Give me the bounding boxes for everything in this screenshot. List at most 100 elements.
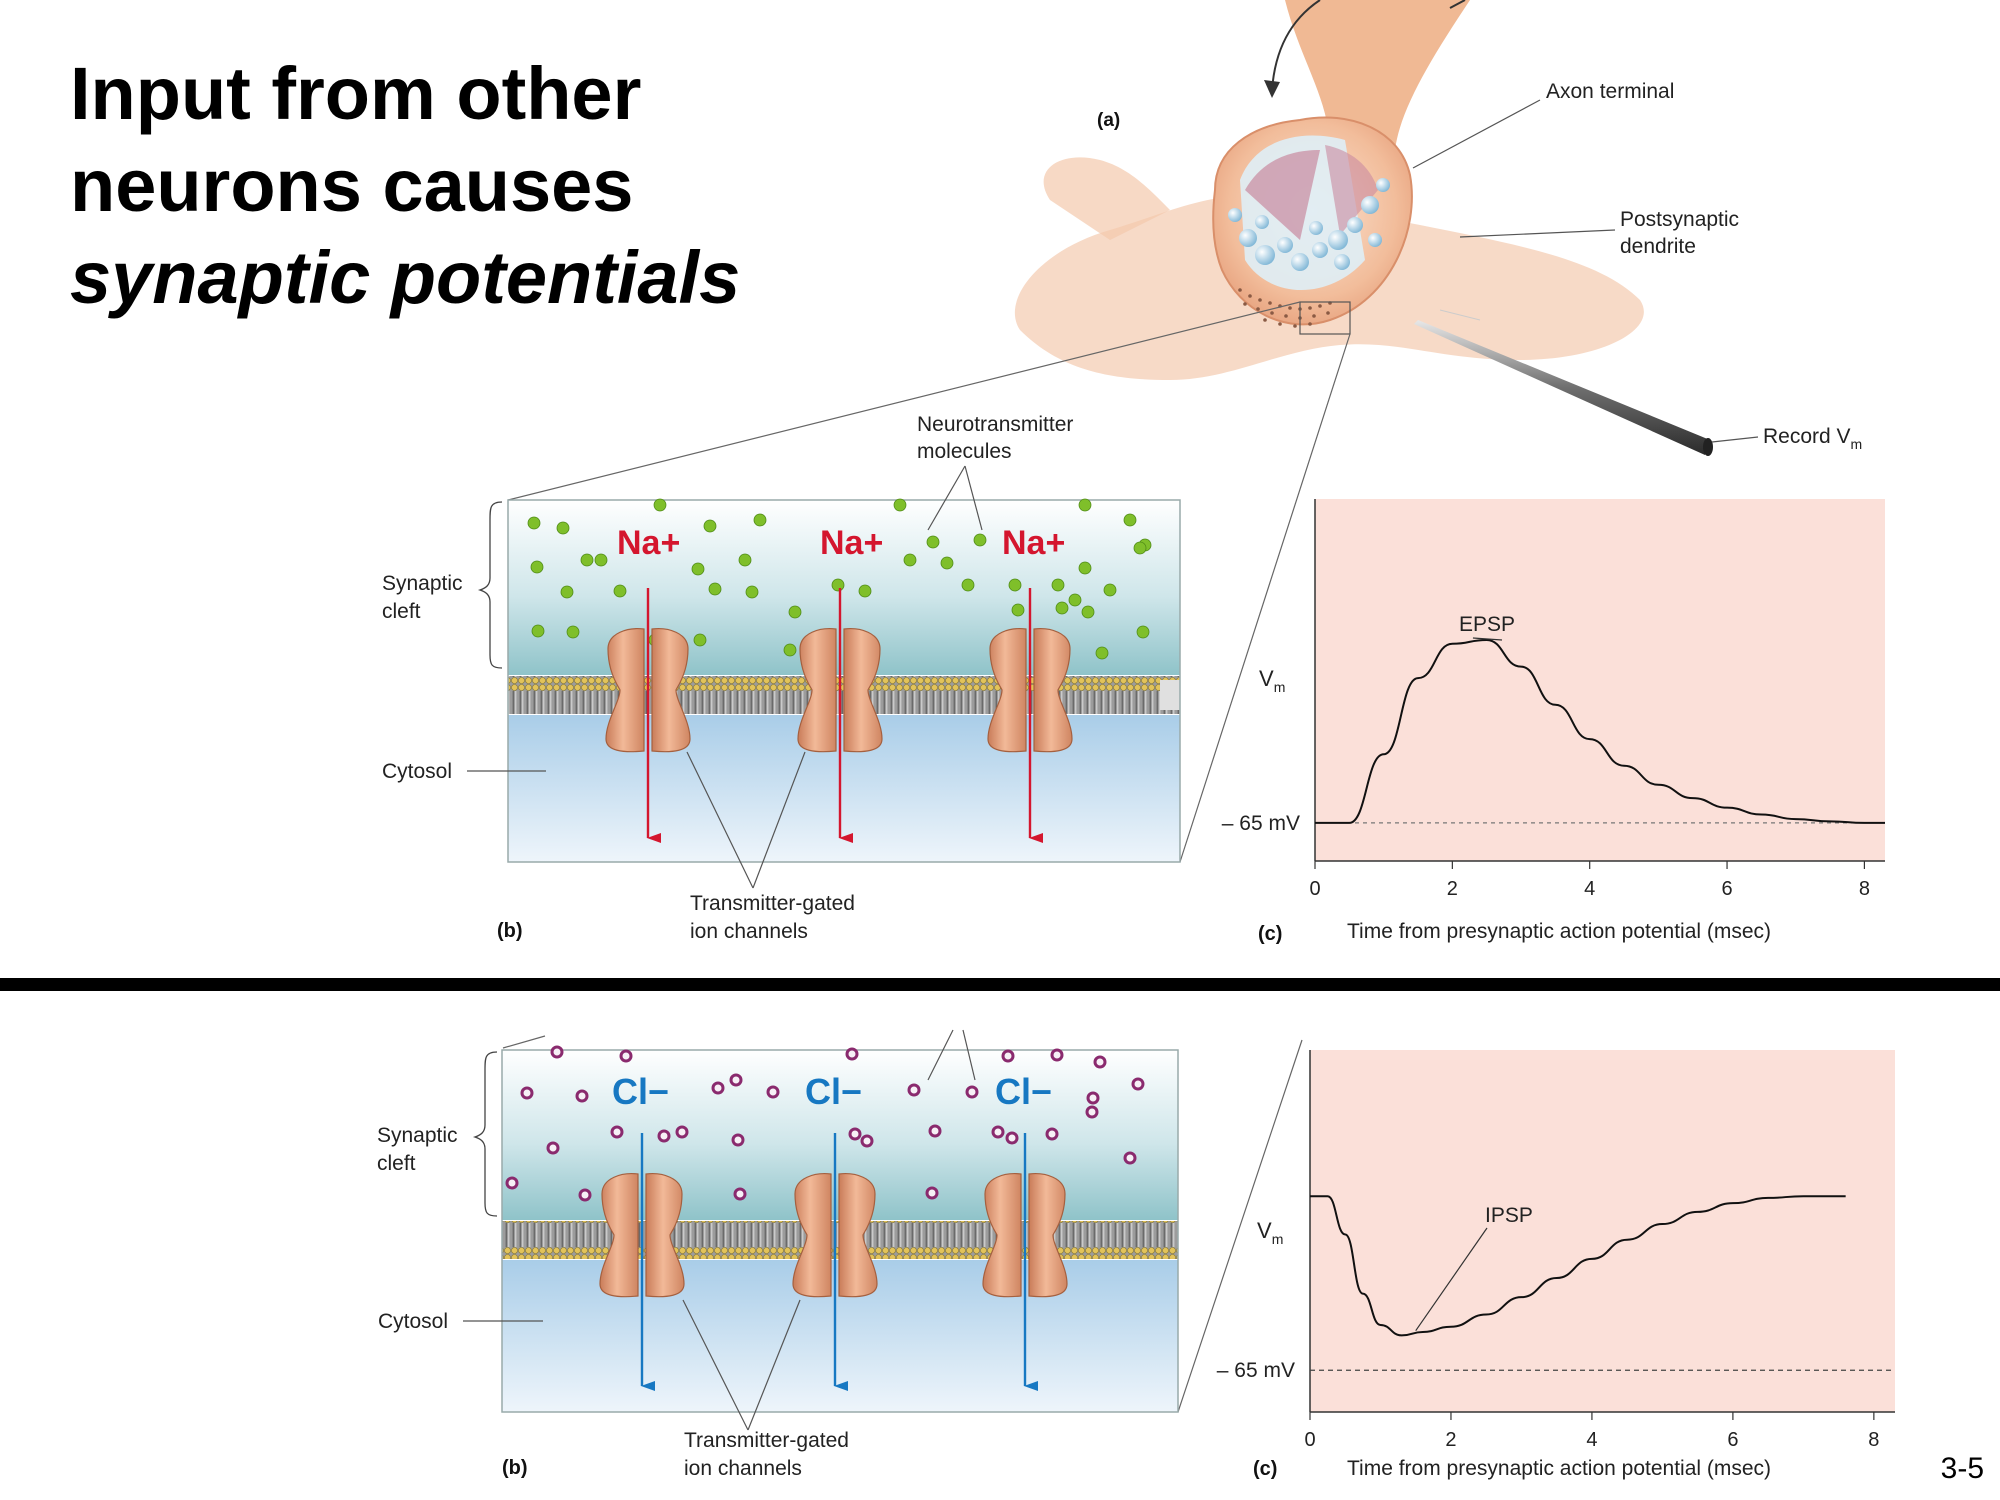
zoom-line-left — [507, 301, 1301, 501]
membrane-panel-top — [507, 498, 1181, 863]
bottom-channel-subunit-left — [792, 1173, 832, 1298]
ipsp-y-label-subscript: m — [1272, 1231, 1284, 1247]
axon-terminal-label: Axon terminal — [1546, 80, 1674, 103]
sodium-ion-label-3: Na+ — [1002, 524, 1065, 562]
top-neurotransmitter-molecule-11 — [560, 585, 574, 599]
top-channel-subunit-right — [843, 628, 883, 753]
top-neurotransmitter-molecule-37 — [1081, 605, 1095, 619]
bottom-neurotransmitter-molecule-4 — [1001, 1049, 1015, 1063]
bottom-neurotransmitter-molecule-5 — [1050, 1048, 1064, 1062]
bottom-neurotransmitter-molecule-31 — [925, 1186, 939, 1200]
epsp-tick-label-0: 0 — [1309, 878, 1320, 900]
bottom-neurotransmitter-molecule-13 — [907, 1083, 921, 1097]
top-neurotransmitter-molecule-6 — [893, 498, 907, 512]
ipsp-annotation-leader — [1415, 1227, 1488, 1332]
bottom-neurotransmitter-molecule-9 — [575, 1089, 589, 1103]
cytosol-label-bottom: Cytosol — [378, 1310, 448, 1333]
bottom-neurotransmitter-molecule-17 — [610, 1125, 624, 1139]
title-line-3: synaptic potentials — [70, 236, 741, 319]
top-neurotransmitter-molecule-17 — [745, 585, 759, 599]
ipsp-chart: 0 2 4 6 8 Vm – 65 mV Time from presynaptic a… — [1217, 1050, 1895, 1480]
top-neurotransmitter-molecule-22 — [903, 553, 917, 567]
bottom-channel-1 — [599, 1173, 685, 1298]
curved-arrow-head — [1264, 80, 1280, 98]
top-neurotransmitter-molecule-10 — [530, 560, 544, 574]
postsynaptic-label-line2: dendrite — [1620, 235, 1696, 258]
neurotransmitter-label-line2: molecules — [917, 440, 1012, 463]
epsp-baseline-label: – 65 mV — [1222, 812, 1300, 835]
ipsp-tick-label-4: 4 — [1586, 1429, 1597, 1451]
top-neurotransmitter-molecule-5 — [753, 513, 767, 527]
bottom-channel-subunit-left — [982, 1173, 1022, 1298]
top-neurotransmitter-molecule-3 — [653, 498, 667, 512]
zoom-line-right-bottom — [1177, 1039, 1303, 1413]
chloride-ion-label-2: Cl− — [805, 1071, 862, 1112]
epsp-tick-label-2: 2 — [1447, 878, 1458, 900]
bottom-neurotransmitter-molecule-20 — [731, 1133, 745, 1147]
bottom-neurotransmitter-molecule-27 — [546, 1141, 560, 1155]
bottom-channel-3 — [982, 1173, 1068, 1298]
top-neurotransmitter-molecule-28 — [1051, 578, 1065, 592]
neurotransmitter-dots-bottom — [505, 1045, 1145, 1202]
top-neurotransmitter-molecule-16 — [708, 582, 722, 596]
ipsp-tick-label-8: 8 — [1868, 1429, 1879, 1451]
top-neurotransmitter-molecule-12 — [580, 553, 594, 567]
bottom-neurotransmitter-molecule-12 — [766, 1085, 780, 1099]
epsp-tick-label-4: 4 — [1584, 878, 1595, 900]
slide-title: Input from other neurons causes synaptic… — [70, 48, 830, 324]
panel-b-label-bottom: (b) — [502, 1457, 528, 1479]
bottom-neurotransmitter-molecule-6 — [1093, 1055, 1107, 1069]
bottom-channel-subunit-right — [645, 1173, 685, 1298]
top-neurotransmitter-molecule-31 — [1133, 541, 1147, 555]
chloride-ion-label-1: Cl− — [612, 1071, 669, 1112]
bottom-neurotransmitter-molecule-24 — [991, 1125, 1005, 1139]
record-vm-label: Record Vm — [1763, 425, 1862, 452]
top-neurotransmitter-molecule-4 — [703, 519, 717, 533]
synaptic-cleft-label-bottom-1: Synaptic — [377, 1124, 458, 1147]
bottom-neurotransmitter-molecule-2 — [619, 1049, 633, 1063]
neurotransmitter-dots-top — [527, 498, 1152, 660]
top-neurotransmitter-molecule-25 — [961, 578, 975, 592]
bottom-neurotransmitter-molecule-11 — [729, 1073, 743, 1087]
ipsp-tick-label-6: 6 — [1727, 1429, 1738, 1451]
record-vm-subscript: m — [1851, 436, 1863, 452]
zoom-box — [1299, 301, 1351, 335]
bottom-neurotransmitter-molecule-14 — [965, 1085, 979, 1099]
top-neurotransmitter-molecule-40 — [1068, 593, 1082, 607]
record-vm-text: Record V — [1763, 425, 1851, 448]
top-neurotransmitter-molecule-14 — [613, 584, 627, 598]
bottom-channel-subunit-right — [838, 1173, 878, 1298]
bottom-channel-subunit-left — [599, 1173, 639, 1298]
channels-label-top-1: Transmitter-gated — [690, 892, 855, 915]
top-neurotransmitter-molecule-30 — [1103, 583, 1117, 597]
bottom-neurotransmitter-molecule-29 — [1123, 1151, 1137, 1165]
top-channel-subunit-right — [651, 628, 691, 753]
bottom-channel-2 — [792, 1173, 878, 1298]
ipsp-annotation: IPSP — [1485, 1204, 1533, 1227]
top-neurotransmitter-molecule-38 — [1136, 625, 1150, 639]
synaptic-cleft-brace-top — [477, 501, 503, 669]
channels-label-bottom-2: ion channels — [684, 1457, 802, 1480]
channels-label-top-2: ion channels — [690, 920, 808, 943]
ipsp-x-ticks: 0 2 4 6 8 — [1304, 1412, 1879, 1451]
page-number: 3-5 — [1940, 1452, 1984, 1485]
top-neurotransmitter-molecule-8 — [1123, 513, 1137, 527]
top-neurotransmitter-molecule-2 — [556, 521, 570, 535]
top-channel-subunit-right — [1033, 628, 1073, 753]
ipsp-y-label: Vm — [1257, 1218, 1283, 1247]
ion-channels-top — [605, 588, 1073, 843]
top-neurotransmitter-molecule-26 — [973, 533, 987, 547]
epsp-x-label: Time from presynaptic action potential (… — [1347, 920, 1771, 943]
panel-b-label-top: (b) — [497, 920, 523, 942]
bottom-neurotransmitter-molecule-18 — [657, 1129, 671, 1143]
neurotransmitter-label-line1: Neurotransmitter — [917, 413, 1073, 436]
top-neurotransmitter-molecule-35 — [1011, 603, 1025, 617]
bottom-neurotransmitter-molecule-19 — [675, 1125, 689, 1139]
top-neurotransmitter-molecule-23 — [926, 535, 940, 549]
curved-arrow — [1271, 0, 1321, 91]
top-neurotransmitter-molecule-13 — [594, 553, 608, 567]
synaptic-vesicles — [1228, 178, 1390, 271]
section-divider — [0, 978, 2000, 991]
channels-label-bottom-1: Transmitter-gated — [684, 1429, 849, 1452]
bottom-neurotransmitter-molecule-8 — [520, 1086, 534, 1100]
